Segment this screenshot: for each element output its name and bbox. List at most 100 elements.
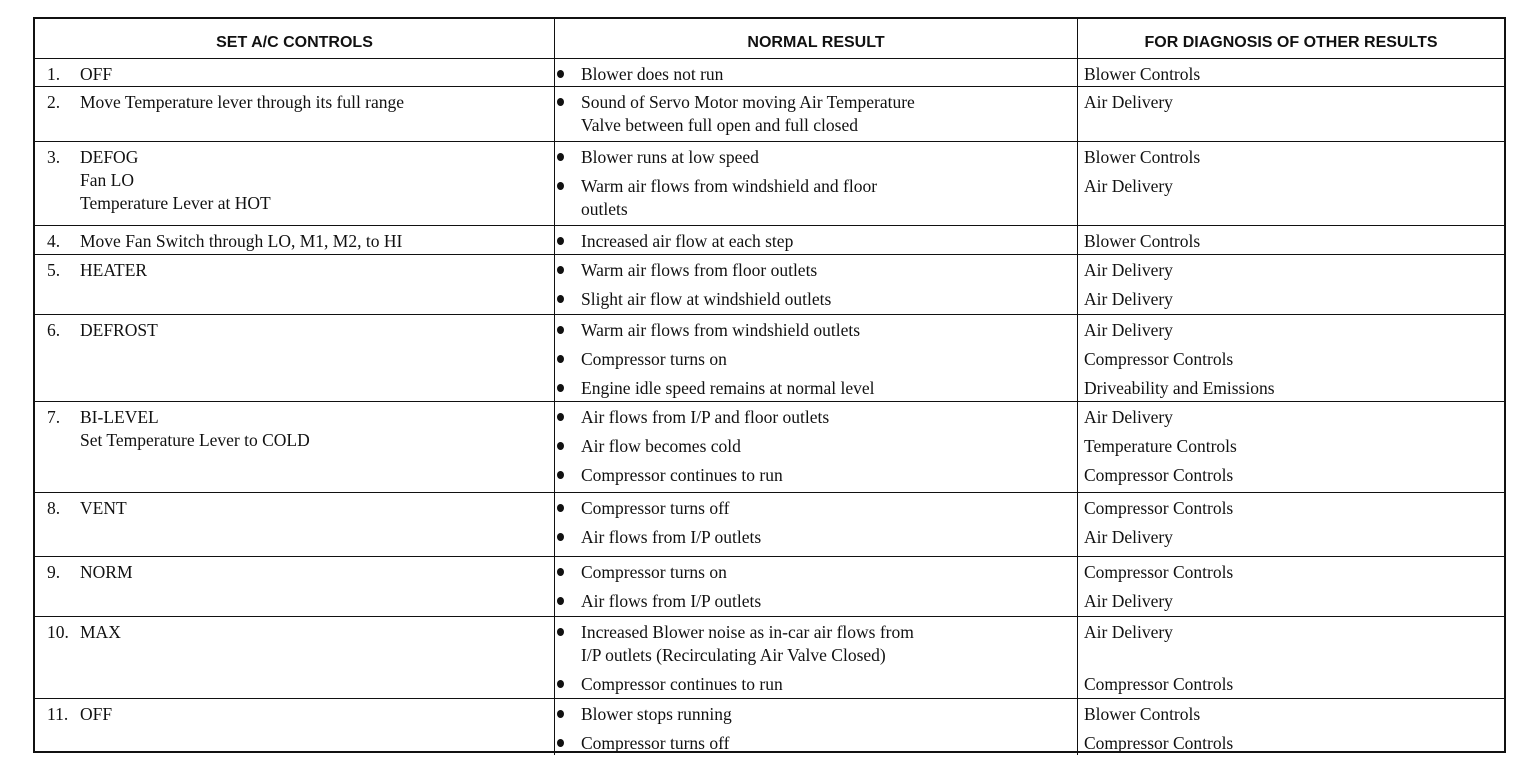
- controls-cell: 10. MAX: [35, 617, 555, 698]
- result-item: Increased Blower noise as in-car air flo…: [557, 621, 1077, 667]
- result-item: Air flows from I/P outlets: [557, 590, 1077, 613]
- bullet-icon: [557, 739, 564, 747]
- result-line: Compressor continues to run: [581, 674, 783, 694]
- result-cell: Compressor turns on Air flows from I/P ou…: [555, 557, 1078, 616]
- control-text: DEFOG: [80, 147, 139, 167]
- diagnosis-cell: Blower Controls: [1078, 59, 1504, 86]
- control-line: 9. NORM: [47, 561, 554, 584]
- control-line: 7. BI-LEVEL: [47, 406, 554, 429]
- result-item: Blower stops running: [557, 703, 1077, 726]
- table-row: 1. OFF Blower does not run Blower Controls: [35, 59, 1504, 87]
- diagnosis-item: Air Delivery: [1084, 176, 1173, 196]
- bullet-icon: [557, 471, 564, 479]
- result-cell: Increased Blower noise as in-car air flo…: [555, 617, 1078, 698]
- bullet-icon: [557, 597, 564, 605]
- control-text: OFF: [80, 64, 113, 84]
- control-line: 5. HEATER: [47, 259, 554, 282]
- result-line: Blower runs at low speed: [581, 147, 759, 167]
- result-item: Compressor turns off: [557, 497, 1077, 520]
- control-text: Move Fan Switch through LO, M1, M2, to H…: [80, 231, 403, 251]
- controls-cell: 1. OFF: [35, 59, 555, 86]
- control-line: 2. Move Temperature lever through its ful…: [47, 91, 554, 114]
- diagnosis-item: Compressor Controls: [1084, 498, 1234, 518]
- bullet-icon: [557, 680, 564, 688]
- bullet-icon: [557, 628, 564, 636]
- control-line: 10. MAX: [47, 621, 554, 644]
- result-item: Warm air flows from windshield and floor…: [557, 175, 1077, 221]
- result-item: Air flows from I/P outlets: [557, 526, 1077, 549]
- bullet-icon: [557, 710, 564, 718]
- result-item: Sound of Servo Motor moving Air Temperat…: [557, 91, 1077, 137]
- result-cell: Air flows from I/P and floor outlets Air …: [555, 402, 1078, 492]
- control-line: 3. DEFOG: [47, 146, 554, 169]
- diagnosis-item: Air Delivery: [1084, 622, 1173, 642]
- result-line: outlets: [581, 199, 628, 219]
- result-line: Increased air flow at each step: [581, 231, 794, 251]
- controls-cell: 8. VENT: [35, 493, 555, 556]
- result-item: Warm air flows from floor outlets: [557, 259, 1077, 282]
- diagnosis-item: Blower Controls: [1084, 231, 1201, 251]
- result-item: Engine idle speed remains at normal leve…: [557, 377, 1077, 400]
- step-number: 9.: [47, 562, 61, 582]
- control-line: Temperature Lever at HOT: [80, 193, 271, 213]
- result-line: Compressor turns on: [581, 349, 727, 369]
- control-text: HEATER: [80, 260, 148, 280]
- step-number: 6.: [47, 320, 61, 340]
- control-line: 1. OFF: [47, 63, 554, 86]
- result-item: Blower runs at low speed: [557, 146, 1077, 169]
- result-cell: Blower runs at low speed Warm air flows f…: [555, 142, 1078, 225]
- control-text: BI-LEVEL: [80, 407, 159, 427]
- bullet-icon: [557, 413, 564, 421]
- table-row: 7. BI-LEVEL Set Temperature Lever to COLD A…: [35, 402, 1504, 493]
- diagnosis-item: Compressor Controls: [1084, 674, 1234, 694]
- result-cell: Warm air flows from floor outlets Slight …: [555, 255, 1078, 314]
- controls-cell: 5. HEATER: [35, 255, 555, 314]
- result-cell: Warm air flows from windshield outlets Co…: [555, 315, 1078, 401]
- header-diagnosis: FOR DIAGNOSIS OF OTHER RESULTS: [1144, 34, 1438, 51]
- result-line: Warm air flows from floor outlets: [581, 260, 818, 280]
- result-cell: Sound of Servo Motor moving Air Temperat…: [555, 87, 1078, 141]
- diagnosis-cell: Air Delivery: [1078, 87, 1504, 141]
- result-line: Sound of Servo Motor moving Air Temperat…: [581, 92, 915, 112]
- diagnosis-cell: Air Delivery Temperature Controls Compress…: [1078, 402, 1504, 492]
- control-text: NORM: [80, 562, 133, 582]
- result-line: Air flow becomes cold: [581, 436, 741, 456]
- table-row: 4. Move Fan Switch through LO, M1, M2, to…: [35, 226, 1504, 255]
- result-line: Air flows from I/P outlets: [581, 591, 762, 611]
- result-line: Warm air flows from windshield outlets: [581, 320, 861, 340]
- step-number: 4.: [47, 231, 61, 251]
- result-item: Compressor turns on: [557, 561, 1077, 584]
- control-line: Fan LO: [80, 170, 134, 190]
- step-number: 5.: [47, 260, 61, 280]
- result-item: Blower does not run: [557, 63, 1077, 86]
- control-line: 4. Move Fan Switch through LO, M1, M2, to…: [47, 230, 554, 253]
- result-line: Increased Blower noise as in-car air flo…: [581, 622, 914, 642]
- table-row: 3. DEFOG Fan LO Temperature Lever at HOT Blo…: [35, 142, 1504, 226]
- result-item: Increased air flow at each step: [557, 230, 1077, 253]
- result-line: Compressor turns off: [581, 498, 730, 518]
- table-row: 2. Move Temperature lever through its ful…: [35, 87, 1504, 142]
- header-set-ac-controls: SET A/C CONTROLS: [35, 19, 555, 58]
- controls-cell: 9. NORM: [35, 557, 555, 616]
- control-line: 11. OFF: [47, 703, 554, 726]
- diagnosis-cell: Air Delivery Air Delivery: [1078, 255, 1504, 314]
- diagnosis-cell: Blower Controls Compressor Controls: [1078, 699, 1504, 755]
- diagnosis-item: Blower Controls: [1084, 704, 1201, 724]
- bullet-icon: [557, 182, 564, 190]
- diagnosis-item: Compressor Controls: [1084, 562, 1234, 582]
- result-line: Blower does not run: [581, 64, 724, 84]
- control-line: 8. VENT: [47, 497, 554, 520]
- result-cell: Blower does not run: [555, 59, 1078, 86]
- table-row: 11. OFF Blower stops running Compressor tur…: [35, 699, 1504, 755]
- bullet-icon: [557, 266, 564, 274]
- diagnosis-cell: Air Delivery Compressor Controls Driveabil…: [1078, 315, 1504, 401]
- table-row: 5. HEATER Warm air flows from floor outlet…: [35, 255, 1504, 315]
- diagnosis-item: Air Delivery: [1084, 260, 1173, 280]
- step-number: 8.: [47, 498, 61, 518]
- bullet-icon: [557, 533, 564, 541]
- controls-cell: 7. BI-LEVEL Set Temperature Lever to COLD: [35, 402, 555, 492]
- controls-cell: 6. DEFROST: [35, 315, 555, 401]
- control-line: 6. DEFROST: [47, 319, 554, 342]
- result-item: Air flow becomes cold: [557, 435, 1077, 458]
- result-line: Blower stops running: [581, 704, 732, 724]
